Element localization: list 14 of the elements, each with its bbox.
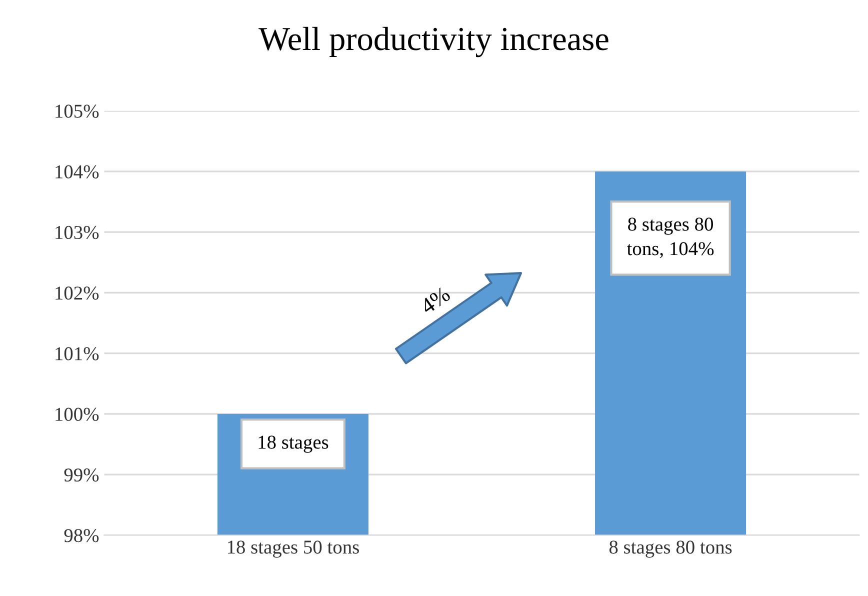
y-tick-label: 104% [56,165,99,178]
y-tick-label: 103% [56,226,99,240]
y-tick-label: 100% [56,408,99,421]
y-tick-label: 102% [56,286,99,300]
y-tick-label: 99% [64,468,99,482]
y-tick-label: 105% [56,104,99,118]
chart-title: Well productivity increase [258,26,608,58]
x-tick-label: 18 stages 50 tons [228,540,359,558]
annotation: 18 stages [258,436,328,453]
annotation: 4% [419,286,452,315]
y-tick-label: 101% [56,347,99,360]
x-tick-label: 8 stages 80 tons [609,540,732,558]
y-tick-label: 98% [64,529,99,542]
annotation: 8 stages 80 tons, 104% [626,218,714,258]
